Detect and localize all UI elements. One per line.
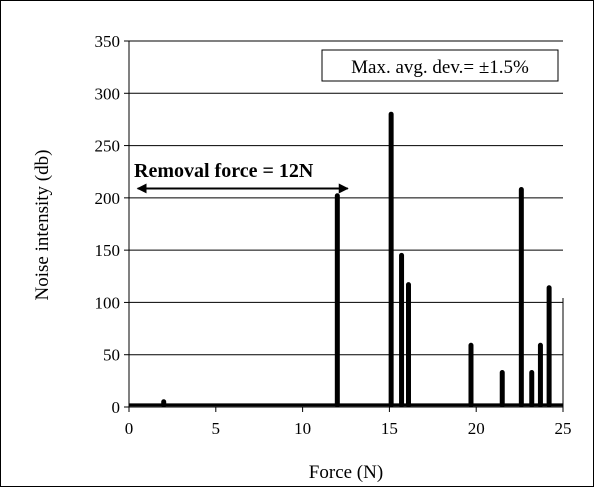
- max-deviation-box: Max. avg. dev.= ±1.5%: [321, 49, 559, 82]
- y-tick-label: 150: [95, 241, 121, 260]
- y-tick-label: 250: [95, 137, 121, 156]
- x-tick-label: 15: [381, 419, 398, 438]
- data-bars: [129, 111, 563, 408]
- x-tick-label: 20: [468, 419, 485, 438]
- x-axis-title: Force (N): [309, 462, 383, 483]
- y-tick-label: 350: [95, 32, 121, 51]
- y-tick-label: 50: [103, 346, 120, 365]
- x-tick-labels: 0 5 10 15 20 25: [125, 407, 572, 438]
- y-tick-label: 0: [112, 398, 121, 417]
- y-tick-label: 200: [95, 189, 121, 208]
- x-tick-label: 0: [125, 419, 134, 438]
- removal-force-label: Removal force = 12N: [134, 160, 314, 182]
- y-axis-title: Noise intensity (db): [32, 150, 53, 301]
- y-tick-label: 100: [95, 293, 121, 312]
- x-tick-label: 5: [212, 419, 221, 438]
- max-deviation-text: Max. avg. dev.= ±1.5%: [351, 57, 529, 78]
- x-tick-label: 25: [555, 419, 572, 438]
- x-tick-label: 10: [294, 419, 311, 438]
- y-tick-labels: 0 50 100 150 200 250 300 350: [95, 32, 129, 417]
- y-tick-label: 300: [95, 84, 121, 103]
- gridlines: [129, 40, 563, 356]
